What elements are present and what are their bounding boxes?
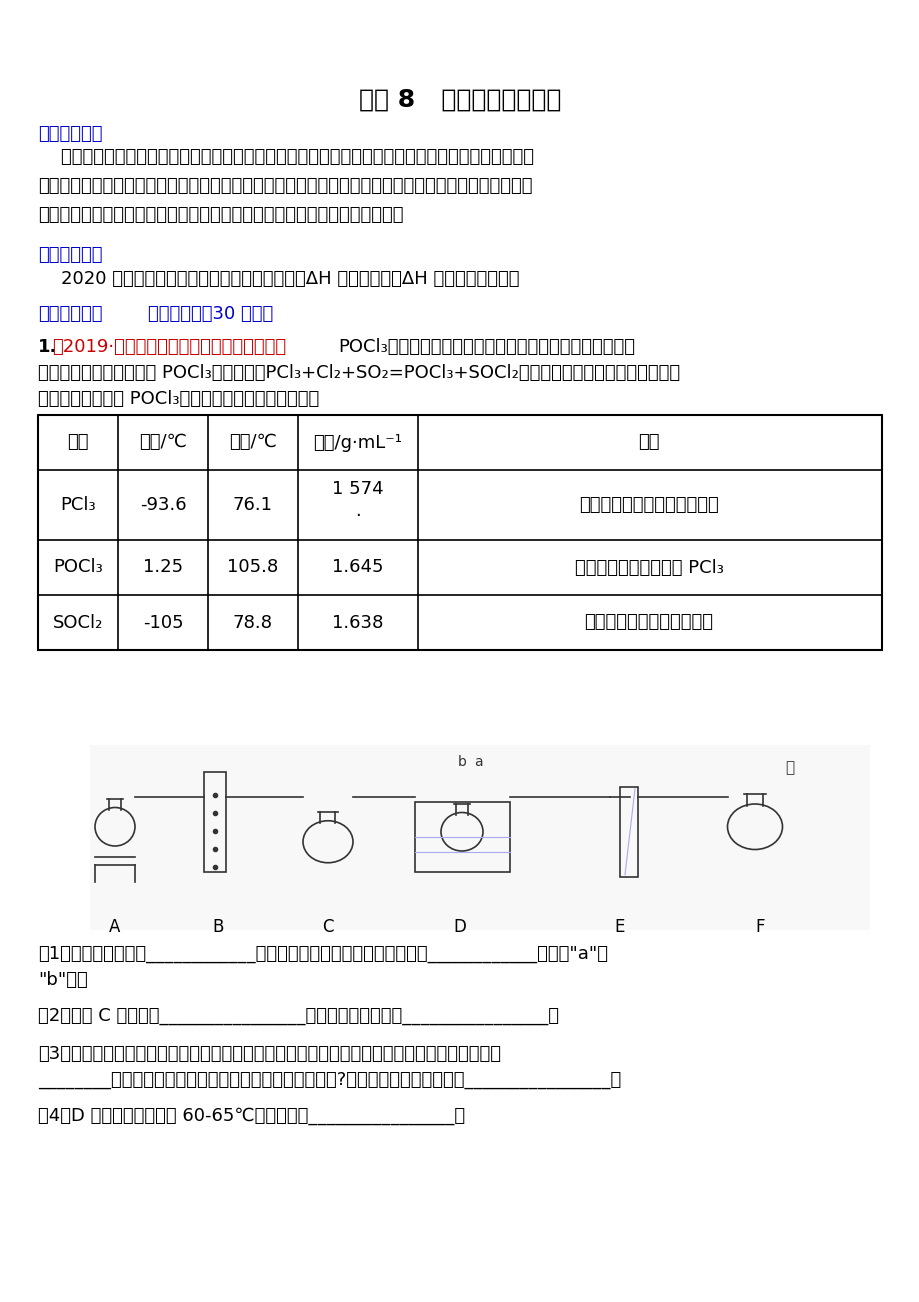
Text: 1.: 1. [38,339,57,355]
Text: 物质: 物质 [67,434,88,452]
Text: 105.8: 105.8 [227,559,278,577]
Text: 本专题的考查点主要是利用元素化合物知识结合化学实验和无机化工流程分析图进行分析，考查的面
比较广，有实验器材的名称考查、元素化合物知识、沉淀溶解平衡、电化学知识: 本专题的考查点主要是利用元素化合物知识结合化学实验和无机化工流程分析图进行分析，… [38,148,533,224]
Text: 活性剂等行业。一种制备 POCl₃的原理为：PCl₃+Cl₂+SO₂=POCl₃+SOCl₂。某化学学习小组拟利用如下装置: 活性剂等行业。一种制备 POCl₃的原理为：PCl₃+Cl₂+SO₂=POCl₃… [38,365,679,381]
Text: （建议用时：30 分钟）: （建议用时：30 分钟） [148,305,273,323]
Text: 熔点/℃: 熔点/℃ [139,434,187,452]
Bar [619,786,637,876]
Text: 【限时检测】: 【限时检测】 [38,305,102,323]
Text: 密度/g·mL⁻¹: 密度/g·mL⁻¹ [313,434,403,452]
Text: A: A [109,918,120,936]
Text: 遇水强烈水解，能溶于 PCl₃: 遇水强烈水解，能溶于 PCl₃ [574,559,722,577]
Text: 在实验室模拟制备 POCl₃。有关物质的部分性质如下：: 在实验室模拟制备 POCl₃。有关物质的部分性质如下： [38,391,319,408]
Text: POCl₃: POCl₃ [53,559,103,577]
Text: D: D [453,918,466,936]
Text: 1 574
.: 1 574 . [332,480,383,519]
Text: 沸点/℃: 沸点/℃ [229,434,277,452]
Text: 其它: 其它 [638,434,659,452]
Text: C: C [322,918,334,936]
Bar [414,802,509,872]
Text: POCl₃是重要的基础化工原料，广泛用于制药、染料、表面: POCl₃是重要的基础化工原料，广泛用于制药、染料、表面 [337,339,634,355]
Text: 乙: 乙 [784,760,793,775]
Bar [204,772,226,872]
Text: B: B [212,918,223,936]
Text: （2019·东北育才学校科学高中部高考模拟）: （2019·东北育才学校科学高中部高考模拟） [52,339,286,355]
Text: （2）装置 C 的作用是________________，乙中试剂的名称为________________。: （2）装置 C 的作用是________________，乙中试剂的名称为___… [38,1006,559,1025]
Text: E: E [614,918,625,936]
Text: -105: -105 [142,613,183,631]
Text: 2020 年高考备考的重点仍以盖斯定律的应用、ΔH 的相关计算及ΔH 的大小比较为主。: 2020 年高考备考的重点仍以盖斯定律的应用、ΔH 的相关计算及ΔH 的大小比较… [38,270,519,288]
Text: PCl₃: PCl₃ [60,496,96,514]
Text: -93.6: -93.6 [140,496,187,514]
Text: （3）该装置有一处缺陷，解决的方法是在现有装置中再添加一个装置，该装置中应装入的试剂为: （3）该装置有一处缺陷，解决的方法是在现有装置中再添加一个装置，该装置中应装入的… [38,1046,501,1062]
Text: F: F [754,918,764,936]
Text: 76.1: 76.1 [233,496,273,514]
Text: 1.638: 1.638 [332,613,383,631]
Text: 遇水强烈水解，易与氧气反应: 遇水强烈水解，易与氧气反应 [578,496,718,514]
Text: 1.645: 1.645 [332,559,383,577]
Bar [38,415,881,650]
Text: 【命题规律】: 【命题规律】 [38,125,102,143]
Text: SOCl₂: SOCl₂ [52,613,103,631]
Text: （4）D 中反应温度控制在 60-65℃，其原因是________________。: （4）D 中反应温度控制在 60-65℃，其原因是_______________… [38,1107,465,1125]
Text: "b"）。: "b"）。 [38,971,87,990]
Text: b: b [457,755,466,769]
Text: 【备考建议】: 【备考建议】 [38,246,102,264]
Text: ________（写名称）。若无该装置，则可能会有什么后果?请用化学方程式进行说明________________。: ________（写名称）。若无该装置，则可能会有什么后果?请用化学方程式进行说… [38,1072,620,1088]
Text: 重点 8   无机化工流程分析: 重点 8 无机化工流程分析 [358,89,561,112]
Bar [90,745,869,930]
Text: a: a [473,755,482,769]
Text: 1.25: 1.25 [142,559,183,577]
Text: （1）仪器甲的名称为____________，与自来水进水管连接的接口编号是____________。（填"a"或: （1）仪器甲的名称为____________，与自来水进水管连接的接口编号是__… [38,945,607,963]
Text: 78.8: 78.8 [233,613,273,631]
Text: 遇水强烈水解，加热易分解: 遇水强烈水解，加热易分解 [584,613,713,631]
